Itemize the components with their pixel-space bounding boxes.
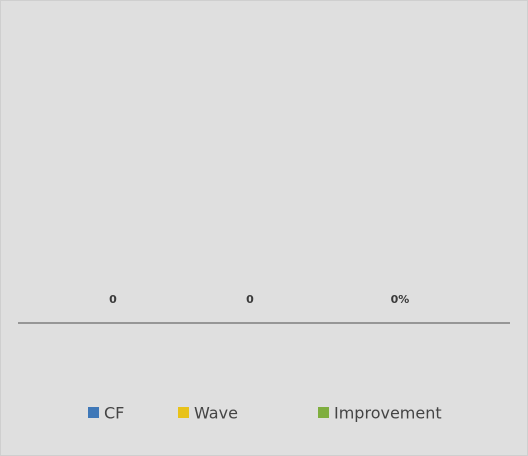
legend-label: CF — [104, 404, 124, 423]
legend-swatch — [178, 407, 189, 418]
value-label: 0 — [109, 293, 117, 306]
legend-label: Improvement — [334, 404, 442, 423]
legend-swatch — [318, 407, 329, 418]
value-label: 0% — [391, 293, 410, 306]
legend-swatch — [88, 407, 99, 418]
value-label: 0 — [246, 293, 254, 306]
legend-label: Wave — [194, 404, 238, 423]
